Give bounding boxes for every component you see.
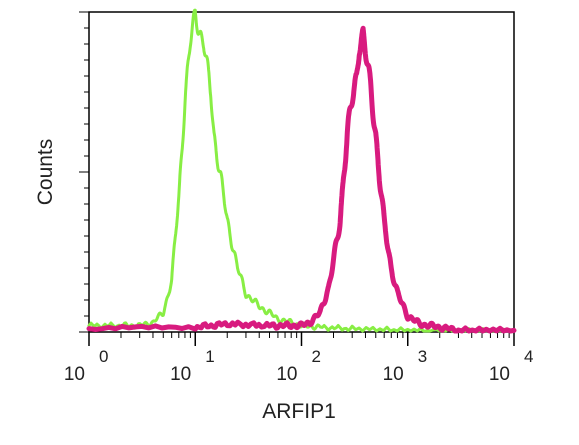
- x-tick-label-exponent: 4: [524, 347, 533, 366]
- x-tick-label: 10 3: [383, 347, 428, 385]
- x-tick-label-base: 10: [64, 364, 85, 385]
- x-tick-label-base: 10: [383, 364, 404, 385]
- series-line-green: [87, 8, 516, 333]
- x-tick-label-exponent: 0: [99, 347, 108, 366]
- x-tick-label-base: 10: [170, 364, 191, 385]
- x-tick-label: 10 2: [276, 347, 321, 385]
- x-tick-label-base: 10: [276, 364, 297, 385]
- y-axis-label: Counts: [34, 139, 57, 206]
- x-tick-label-exponent: 2: [312, 347, 321, 366]
- x-axis-ticks: [88, 332, 515, 346]
- plot-frame: [88, 11, 515, 333]
- y-axis-ticks: [79, 11, 89, 333]
- x-tick-label: 10 0: [64, 347, 109, 385]
- x-tick-label-base: 10: [489, 364, 510, 385]
- x-tick-label: 10 1: [170, 347, 215, 385]
- x-tick-label: 10 4: [489, 347, 534, 385]
- series-layer: [86, 8, 517, 334]
- series-line-magenta: [86, 25, 517, 334]
- x-axis-label: ARFIP1: [262, 400, 336, 423]
- x-tick-label-exponent: 3: [418, 347, 427, 366]
- x-tick-labels: 10 0 10 1 10 2 10 3 10 4: [64, 347, 534, 385]
- x-tick-label-exponent: 1: [205, 347, 214, 366]
